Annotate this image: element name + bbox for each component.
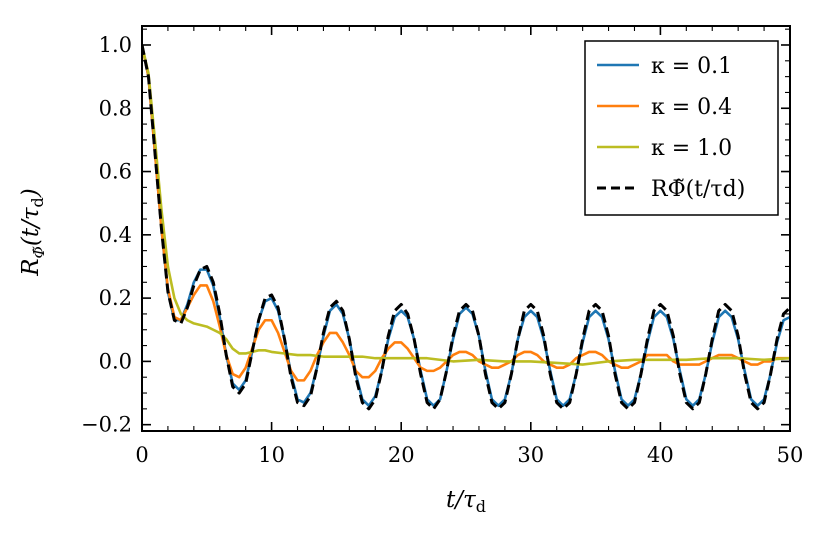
x-tick-label: 40 [647,443,674,467]
legend-label-3: κ = 1.0 [651,136,732,161]
legend-frame [584,40,779,216]
y-tick-label: 0.4 [99,223,132,247]
y-tick-label: 1.0 [99,33,132,57]
x-tick-label: 30 [517,443,544,467]
series-line-4 [142,44,790,411]
series-layer [142,44,790,411]
y-tick-label: −0.2 [81,413,132,437]
x-tick-label: 20 [388,443,415,467]
y-tick-label: 0.8 [99,96,132,120]
x-tick-label: 10 [258,443,285,467]
x-axis-label: t/τd [446,487,486,516]
plot-area [141,25,791,432]
axis-ticks [141,26,791,431]
y-tick-label: 0.6 [99,160,132,184]
legend-label-1: κ = 0.1 [651,54,732,79]
legend: κ = 0.1 κ = 0.4 κ = 1.0 RΦ̃(t/τd) [584,40,779,216]
tick-labels: 0 10 20 30 40 50 −0.2 0.0 0.2 0.4 0.6 0.8 1.0 [81,33,803,467]
x-tick-label: 0 [135,443,148,467]
series-line-2 [142,44,790,382]
legend-label-4: RΦ̃(t/τd) [651,177,745,202]
plot-frame [141,25,791,432]
legend-label-2: κ = 0.4 [651,95,732,120]
x-tick-label: 50 [777,443,804,467]
y-axis-label: RΦ̃(t/τd) [18,188,48,277]
series-line-3 [142,44,790,366]
y-tick-label: 0.0 [99,349,132,373]
y-tick-label: 0.2 [99,286,132,310]
